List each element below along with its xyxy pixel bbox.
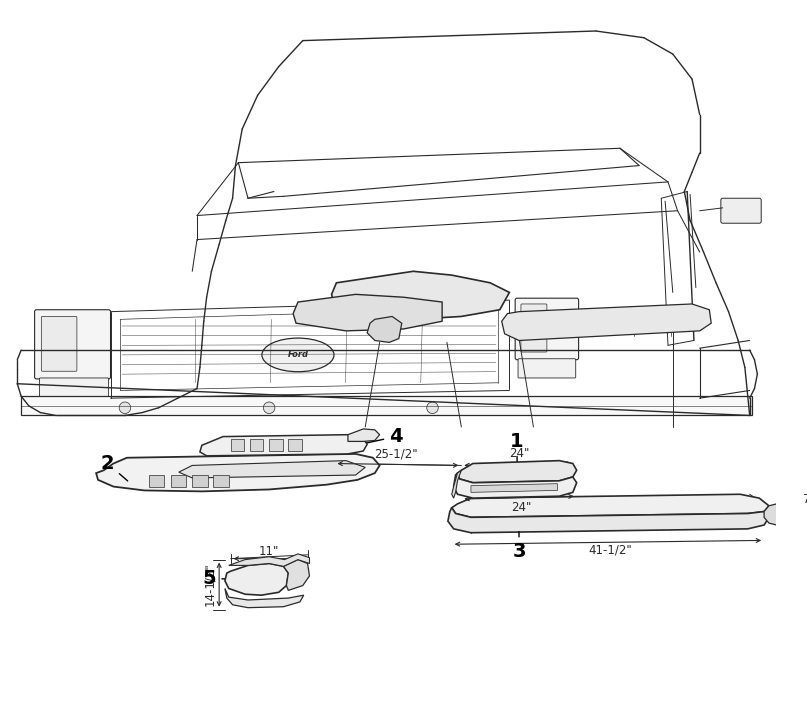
Polygon shape <box>348 429 379 441</box>
Text: 25-1/2": 25-1/2" <box>374 448 418 460</box>
Circle shape <box>119 402 131 414</box>
Text: 7": 7" <box>803 493 807 505</box>
Text: Ford: Ford <box>287 350 308 360</box>
Ellipse shape <box>262 338 334 372</box>
FancyBboxPatch shape <box>721 198 761 223</box>
FancyBboxPatch shape <box>41 317 77 372</box>
FancyBboxPatch shape <box>21 396 751 415</box>
Polygon shape <box>228 554 309 566</box>
Polygon shape <box>288 439 302 451</box>
Polygon shape <box>454 473 577 498</box>
Text: 4: 4 <box>363 427 403 446</box>
Polygon shape <box>171 475 186 486</box>
Polygon shape <box>179 460 366 478</box>
Polygon shape <box>200 435 367 456</box>
Text: 14-1/2": 14-1/2" <box>203 563 216 606</box>
Polygon shape <box>471 484 558 492</box>
Polygon shape <box>225 589 303 608</box>
FancyBboxPatch shape <box>40 378 109 399</box>
Text: 5: 5 <box>203 570 230 589</box>
Polygon shape <box>231 439 245 451</box>
Polygon shape <box>458 460 577 483</box>
Polygon shape <box>269 439 282 451</box>
Circle shape <box>263 402 275 414</box>
Text: 41-1/2": 41-1/2" <box>588 544 632 556</box>
Polygon shape <box>192 475 207 486</box>
FancyBboxPatch shape <box>35 309 111 379</box>
Text: 24": 24" <box>511 501 531 514</box>
Polygon shape <box>283 560 309 590</box>
Text: 24": 24" <box>509 448 529 460</box>
Polygon shape <box>367 317 402 343</box>
Polygon shape <box>452 494 769 517</box>
Polygon shape <box>502 304 711 341</box>
Polygon shape <box>213 475 228 486</box>
FancyBboxPatch shape <box>515 298 579 360</box>
Polygon shape <box>96 454 379 491</box>
Polygon shape <box>764 504 784 525</box>
FancyBboxPatch shape <box>518 359 575 378</box>
Polygon shape <box>250 439 263 451</box>
Text: 11": 11" <box>259 546 279 558</box>
Polygon shape <box>149 475 165 486</box>
Polygon shape <box>452 470 462 498</box>
Polygon shape <box>225 563 288 595</box>
Polygon shape <box>293 295 442 331</box>
Text: 3: 3 <box>512 532 525 561</box>
FancyBboxPatch shape <box>521 304 547 352</box>
Circle shape <box>427 402 438 414</box>
Text: 2: 2 <box>101 454 128 481</box>
Polygon shape <box>332 271 509 319</box>
Polygon shape <box>448 508 769 533</box>
Text: 1: 1 <box>510 432 524 462</box>
